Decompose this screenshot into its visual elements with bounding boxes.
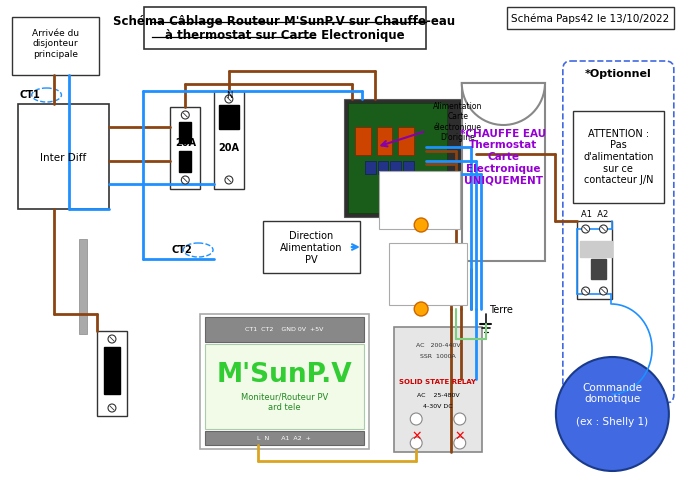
Circle shape	[411, 437, 422, 449]
FancyBboxPatch shape	[398, 128, 414, 156]
FancyBboxPatch shape	[348, 104, 447, 214]
FancyBboxPatch shape	[364, 162, 375, 175]
Text: CT1  CT2    GND 0V  +5V: CT1 CT2 GND 0V +5V	[245, 327, 324, 332]
Text: A1  A2: A1 A2	[581, 210, 608, 219]
Text: Direction
Alimentation
PV: Direction Alimentation PV	[280, 231, 342, 264]
Text: Commande
domotique

(ex : Shelly 1): Commande domotique (ex : Shelly 1)	[576, 382, 649, 427]
FancyBboxPatch shape	[507, 8, 674, 30]
Circle shape	[108, 336, 116, 343]
FancyBboxPatch shape	[462, 84, 545, 262]
Circle shape	[454, 437, 466, 449]
Circle shape	[225, 96, 233, 104]
FancyBboxPatch shape	[377, 162, 388, 175]
FancyBboxPatch shape	[573, 112, 664, 204]
Polygon shape	[591, 260, 607, 279]
Text: Moniteur/Routeur PV
ard tele: Moniteur/Routeur PV ard tele	[241, 392, 328, 411]
FancyBboxPatch shape	[395, 327, 482, 452]
Text: *Optionnel: *Optionnel	[585, 69, 651, 79]
Circle shape	[582, 288, 589, 295]
Text: L  N      A1  A2  +: L N A1 A2 +	[257, 435, 311, 441]
Text: 2A: 2A	[105, 366, 119, 376]
FancyBboxPatch shape	[200, 314, 368, 449]
Polygon shape	[219, 106, 239, 130]
Text: Schéma Paps42 le 13/10/2022: Schéma Paps42 le 13/10/2022	[511, 14, 670, 24]
FancyBboxPatch shape	[389, 243, 466, 305]
Circle shape	[181, 177, 189, 185]
Text: CT1: CT1	[20, 90, 41, 100]
FancyBboxPatch shape	[79, 240, 87, 334]
FancyBboxPatch shape	[97, 331, 127, 416]
FancyBboxPatch shape	[144, 8, 426, 50]
Text: Schéma Câblage Routeur M'SunP.V sur Chauffe-eau: Schéma Câblage Routeur M'SunP.V sur Chau…	[113, 14, 455, 27]
Text: 4-30V DC: 4-30V DC	[423, 404, 453, 408]
Text: Arrivée du
disjonteur
principale: Arrivée du disjonteur principale	[32, 29, 79, 59]
FancyBboxPatch shape	[263, 222, 359, 274]
FancyBboxPatch shape	[577, 222, 613, 300]
Text: ATTENTION :
Pas
d'alimentation
sur ce
contacteur J/N: ATTENTION : Pas d'alimentation sur ce co…	[583, 129, 653, 185]
FancyBboxPatch shape	[391, 162, 402, 175]
Circle shape	[414, 218, 428, 232]
Text: CT2: CT2	[171, 244, 193, 254]
FancyBboxPatch shape	[403, 162, 414, 175]
Text: ✕: ✕	[411, 429, 422, 442]
FancyBboxPatch shape	[18, 105, 109, 210]
Circle shape	[225, 177, 233, 185]
Circle shape	[414, 302, 428, 316]
Circle shape	[600, 288, 607, 295]
Circle shape	[108, 404, 116, 412]
Wedge shape	[462, 84, 545, 126]
Text: Regroupement
par WAGO des
3 phases en
sortie des
3 résistances: Regroupement par WAGO des 3 phases en so…	[400, 246, 456, 297]
FancyBboxPatch shape	[379, 172, 460, 229]
FancyBboxPatch shape	[355, 128, 371, 156]
Circle shape	[582, 226, 589, 233]
FancyBboxPatch shape	[377, 128, 393, 156]
Text: Regroupement
par WAGO des
3 phases en
sortie de carte
électronique: Regroupement par WAGO des 3 phases en so…	[391, 173, 448, 224]
Text: Terre: Terre	[489, 304, 513, 314]
FancyBboxPatch shape	[344, 100, 511, 217]
FancyBboxPatch shape	[12, 18, 99, 76]
Text: Inter Diff: Inter Diff	[40, 153, 86, 163]
Text: à thermostat sur Carte Electronique: à thermostat sur Carte Electronique	[165, 29, 404, 42]
Text: Alimentation
Carte
électronique
D'origine: Alimentation Carte électronique D'origin…	[433, 101, 482, 142]
Polygon shape	[580, 241, 613, 257]
Polygon shape	[179, 123, 191, 144]
FancyBboxPatch shape	[205, 317, 364, 342]
FancyBboxPatch shape	[205, 431, 364, 445]
FancyBboxPatch shape	[214, 92, 244, 190]
Text: 20A: 20A	[175, 138, 196, 148]
Text: SSR  1000A: SSR 1000A	[420, 354, 456, 359]
Text: M'SunP.V: M'SunP.V	[217, 361, 352, 387]
Circle shape	[454, 413, 466, 425]
Text: *CHAUFFE EAU
Thermostat
Carte
Electronique
UNIQUEMENT: *CHAUFFE EAU Thermostat Carte Electroniq…	[460, 129, 546, 185]
FancyBboxPatch shape	[170, 108, 200, 190]
Text: 20A: 20A	[219, 143, 239, 153]
Polygon shape	[104, 347, 120, 394]
Text: SOLID STATE RELAY: SOLID STATE RELAY	[400, 378, 477, 384]
Circle shape	[411, 413, 422, 425]
Text: AC    25-480V: AC 25-480V	[417, 393, 460, 397]
Text: N: N	[226, 90, 232, 99]
Text: AC   200-440V: AC 200-440V	[415, 343, 460, 348]
FancyBboxPatch shape	[205, 344, 364, 429]
FancyBboxPatch shape	[563, 62, 674, 403]
Circle shape	[181, 112, 189, 120]
Circle shape	[600, 226, 607, 233]
Polygon shape	[179, 152, 191, 173]
Text: ✕: ✕	[455, 429, 465, 442]
Circle shape	[556, 357, 669, 471]
